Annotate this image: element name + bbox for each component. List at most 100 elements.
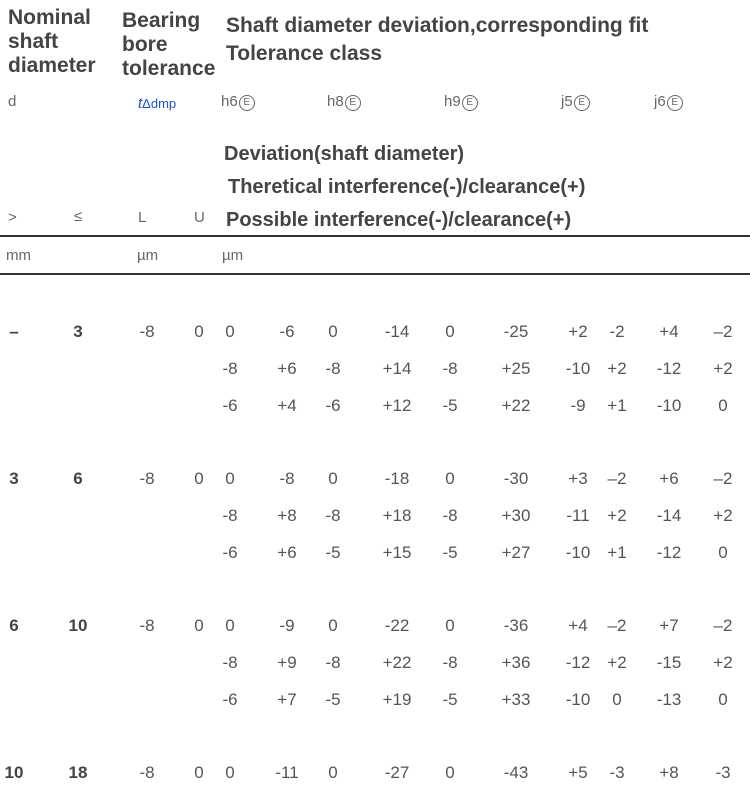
bore-tolerance-upper: 0: [194, 763, 204, 782]
table-cell: -14: [384, 322, 410, 341]
table-cell: +30: [501, 506, 531, 525]
legend-possible: Possible interference(-)/clearance(+): [226, 209, 572, 231]
size-upper-bound: 10: [68, 616, 88, 635]
size-upper-bound: 18: [68, 763, 88, 782]
table-cell: -10: [565, 543, 591, 562]
envelope-requirement-icon: E: [238, 95, 255, 111]
table-cell: +2: [713, 653, 733, 672]
table-cell: +2: [607, 653, 627, 672]
table-cell: +18: [382, 506, 412, 525]
size-lower-bound: 6: [9, 616, 19, 635]
table-cell: -5: [325, 690, 341, 709]
table-cell: 0: [225, 469, 235, 488]
class-j6: j6 E: [654, 93, 683, 111]
envelope-requirement-icon: E: [666, 95, 683, 111]
table-cell: -27: [384, 763, 410, 782]
header-nominal: Nominal shaft diameter: [8, 6, 96, 78]
unit-um-tolerance: µm: [137, 247, 159, 264]
table-cell: -8: [325, 359, 341, 378]
header-bearing-line2: bore: [122, 33, 168, 56]
table-cell: 0: [612, 690, 622, 709]
table-cell: +8: [277, 506, 297, 525]
table-cell: +7: [659, 616, 679, 635]
table-cell: +1: [607, 543, 627, 562]
header-nominal-line1: Nominal: [8, 6, 91, 29]
table-cell: -6: [222, 396, 238, 415]
table-cell: –2: [713, 469, 733, 488]
class-j5-name: j5: [561, 93, 573, 110]
table-cell: -5: [442, 690, 458, 709]
table-cell: –2: [607, 616, 627, 635]
class-j6-name: j6: [654, 93, 666, 110]
table-cell: 0: [328, 322, 338, 341]
bore-tolerance-upper: 0: [194, 616, 204, 635]
table-cell: 0: [718, 396, 728, 415]
table-cell: -18: [384, 469, 410, 488]
table-cell: +2: [568, 322, 588, 341]
table-cell: 0: [328, 763, 338, 782]
table-cell: -25: [503, 322, 529, 341]
table-cell: -13: [656, 690, 682, 709]
table-cell: 0: [718, 543, 728, 562]
table-cell: +2: [713, 506, 733, 525]
legend-deviation: Deviation(shaft diameter): [224, 143, 465, 165]
table-cell: -9: [279, 616, 295, 635]
table-cell: -6: [222, 690, 238, 709]
table-cell: +25: [501, 359, 531, 378]
table-cell: +33: [501, 690, 531, 709]
table-cell: -15: [656, 653, 682, 672]
bore-tolerance-lower: -8: [139, 616, 155, 635]
table-cell: -36: [503, 616, 529, 635]
envelope-requirement-icon: E: [344, 95, 361, 111]
table-cell: 0: [718, 690, 728, 709]
table-cell: 0: [445, 616, 455, 635]
table-cell: 0: [225, 322, 235, 341]
table-cell: 0: [225, 763, 235, 782]
table-cell: +9: [277, 653, 297, 672]
size-lower-bound: 10: [4, 763, 24, 782]
table-cell: -8: [325, 653, 341, 672]
table-cell: +2: [713, 359, 733, 378]
table-cell: -10: [565, 359, 591, 378]
header-bearing: Bearing bore tolerance: [122, 9, 215, 81]
table-cell: -8: [222, 506, 238, 525]
table-cell: -3: [715, 763, 731, 782]
header-bearing-line3: tolerance: [122, 57, 216, 80]
table-cell: -11: [566, 506, 590, 525]
table-cell: +12: [382, 396, 412, 415]
bore-tolerance-lower: -8: [139, 469, 155, 488]
envelope-requirement-icon: E: [461, 95, 478, 111]
header-bearing-line1: Bearing: [122, 9, 201, 32]
symbol-d: d: [8, 93, 17, 110]
table-cell: -8: [279, 469, 295, 488]
table-cell: –2: [713, 616, 733, 635]
legend-theoretical: Theretical interference(-)/clearance(+): [228, 176, 586, 198]
table-cell: +4: [277, 396, 297, 415]
table-cell: +8: [659, 763, 679, 782]
unit-um-deviation: µm: [222, 247, 244, 264]
bore-tolerance-upper: 0: [194, 322, 204, 341]
table-cell: -5: [442, 396, 458, 415]
size-upper-bound: 6: [73, 469, 83, 488]
table-cell: -11: [275, 763, 299, 782]
header-nominal-line3: diameter: [8, 54, 96, 77]
table-cell: +36: [501, 653, 531, 672]
label-U: U: [194, 209, 205, 226]
table-cell: -8: [222, 359, 238, 378]
table-cell: +3: [568, 469, 588, 488]
table-cell: +22: [382, 653, 412, 672]
table-cell: +27: [501, 543, 531, 562]
label-gt: >: [8, 209, 17, 226]
table-cell: -8: [442, 359, 458, 378]
table-cell: –2: [607, 469, 627, 488]
table-cell: +4: [568, 616, 588, 635]
table-cell: -5: [325, 543, 341, 562]
table-cell: +15: [382, 543, 412, 562]
table-cell: 0: [328, 469, 338, 488]
table-cell: -8: [442, 506, 458, 525]
size-lower-bound: –: [9, 322, 19, 341]
table-cell: -6: [222, 543, 238, 562]
table-cell: +6: [659, 469, 679, 488]
symbol-tolerance-sub: Δdmp: [142, 96, 177, 111]
table-cell: -10: [565, 690, 591, 709]
